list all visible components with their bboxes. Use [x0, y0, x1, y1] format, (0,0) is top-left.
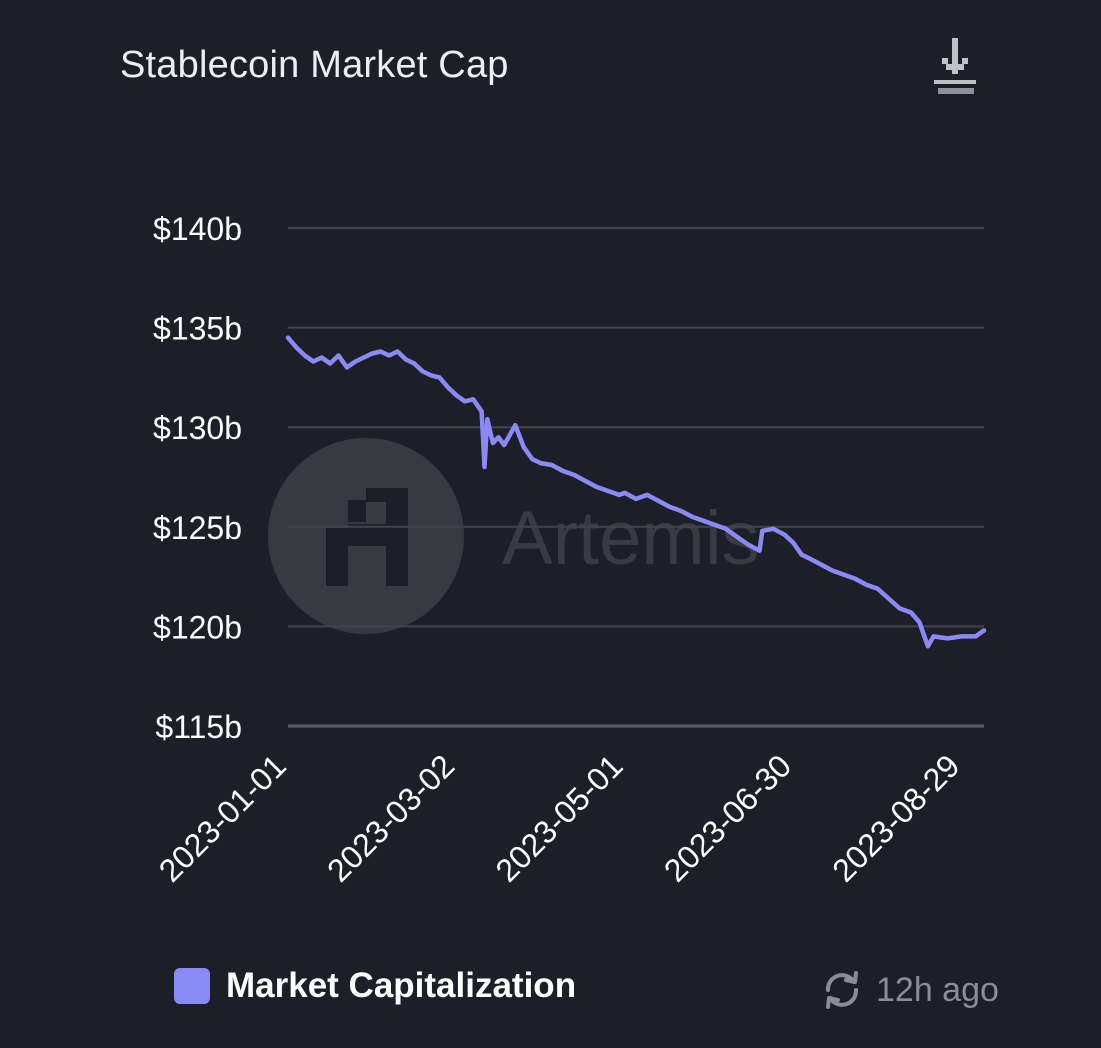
watermark-text: Artemis	[502, 496, 760, 581]
legend-label: Market Capitalization	[226, 966, 577, 1005]
y-tick-label: $135b	[153, 311, 242, 347]
x-tick-label: 2023-01-01	[152, 747, 293, 888]
y-tick-label: $130b	[153, 410, 242, 446]
chart-title: Stablecoin Market Cap	[120, 44, 509, 86]
y-axis-ticks: $140b $135b $130b $125b $120b $115b	[153, 211, 242, 745]
series-line-market-capitalization[interactable]	[285, 335, 987, 649]
legend-swatch	[174, 968, 210, 1004]
grid-lines	[288, 227, 984, 728]
watermark: Artemis	[268, 438, 760, 634]
y-tick-label: $125b	[153, 510, 242, 546]
x-tick-label: 2023-08-29	[825, 747, 966, 888]
update-status: 12h ago	[820, 968, 999, 1012]
y-tick-label: $115b	[155, 709, 242, 745]
download-icon[interactable]	[932, 36, 980, 100]
artemis-logo-mark	[326, 488, 408, 586]
series-group	[285, 335, 987, 649]
x-tick-label: 2023-05-01	[489, 747, 630, 888]
x-tick-label: 2023-03-02	[320, 747, 461, 888]
refresh-icon[interactable]	[820, 968, 864, 1012]
y-tick-label: $120b	[153, 609, 242, 645]
x-tick-label: 2023-06-30	[657, 747, 798, 888]
legend[interactable]: Market Capitalization	[174, 966, 576, 1006]
x-axis-ticks: 2023-01-01 2023-03-02 2023-05-01 2023-06-30…	[152, 747, 967, 888]
updated-time: 12h ago	[876, 970, 999, 1009]
y-tick-label: $140b	[153, 211, 242, 247]
